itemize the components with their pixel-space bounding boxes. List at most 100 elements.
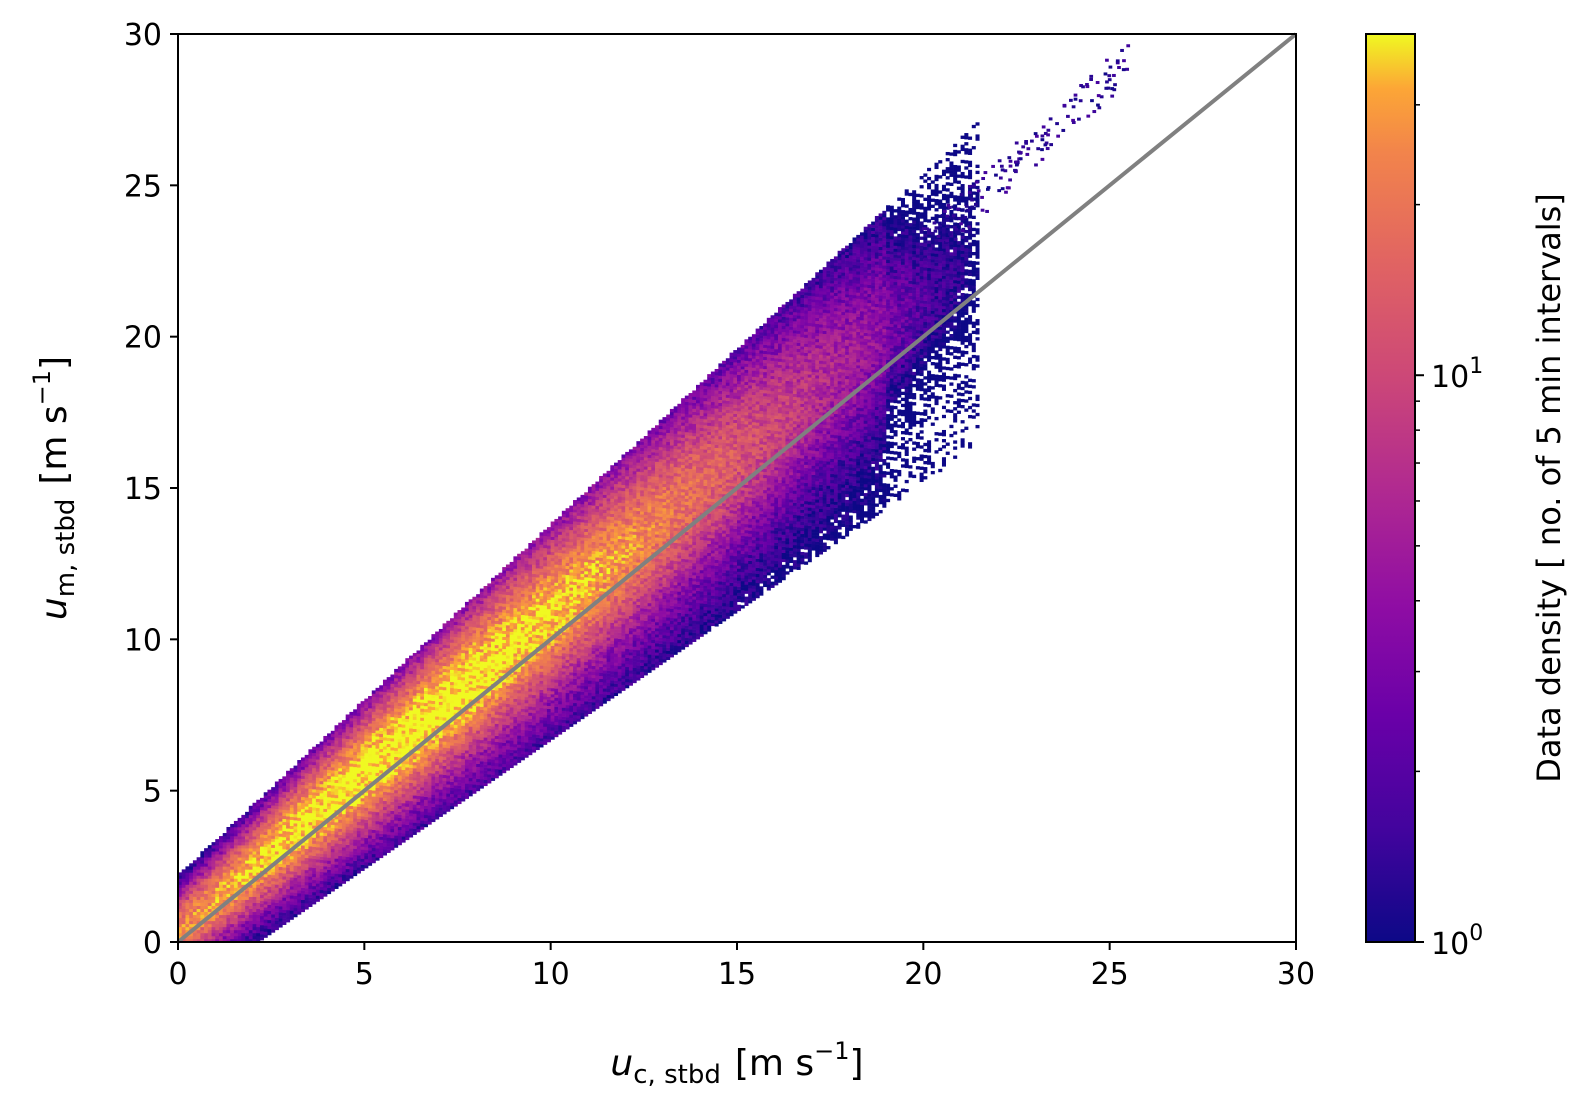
heatmap-cell: [200, 854, 205, 858]
heatmap-cell: [472, 775, 477, 779]
heatmap-cell: [271, 826, 276, 830]
heatmap-cell: [256, 857, 261, 861]
heatmap-cell: [207, 875, 212, 879]
heatmap-cell: [524, 560, 529, 565]
heatmap-cell: [364, 831, 369, 836]
heatmap-cell: [505, 658, 510, 662]
heatmap-cell: [323, 847, 328, 852]
heatmap-cell: [435, 634, 440, 638]
heatmap-cell: [416, 774, 421, 778]
heatmap-cell: [431, 758, 436, 762]
heatmap-cell: [450, 663, 455, 667]
heatmap-cell: [528, 712, 533, 716]
heatmap-cell: [315, 898, 320, 902]
heatmap-cell: [468, 668, 473, 673]
heatmap-cell: [472, 611, 477, 616]
heatmap-cell: [207, 845, 212, 849]
heatmap-cell: [438, 716, 443, 721]
heatmap-cell: [435, 761, 440, 766]
heatmap-cell: [334, 858, 339, 862]
heatmap-cell: [423, 805, 428, 810]
heatmap-cell: [483, 655, 488, 659]
heatmap-cell: [405, 745, 410, 750]
heatmap-cell: [505, 746, 510, 750]
heatmap-cell: [420, 775, 425, 779]
heatmap-cell: [263, 861, 268, 866]
heatmap-cell: [420, 747, 425, 752]
heatmap-cell: [364, 813, 369, 817]
heatmap-cell: [528, 706, 533, 710]
heatmap-cell: [401, 712, 406, 716]
heatmap-cell: [312, 858, 317, 863]
heatmap-cell: [464, 677, 469, 681]
heatmap-cell: [271, 793, 276, 797]
heatmap-cell: [289, 819, 294, 823]
heatmap-cell: [427, 724, 432, 728]
heatmap-cell: [334, 776, 339, 780]
heatmap-cell: [517, 753, 522, 757]
heatmap-cell: [226, 935, 231, 940]
heatmap-cell: [420, 723, 425, 727]
heatmap-cell: [409, 779, 414, 784]
heatmap-cell: [330, 842, 335, 847]
heatmap-cell: [479, 664, 484, 668]
heatmap-cell: [431, 809, 436, 813]
heatmap-cell: [509, 622, 514, 626]
heatmap-cell: [476, 778, 481, 783]
heatmap-cell: [271, 920, 276, 924]
heatmap-cell: [371, 856, 376, 861]
heatmap-cell: [468, 741, 473, 745]
heatmap-cell: [375, 851, 380, 855]
heatmap-cell: [345, 793, 350, 797]
heatmap-cell: [289, 877, 294, 881]
heatmap-cell: [256, 932, 261, 937]
heatmap-cell: [248, 926, 253, 931]
heatmap-cell: [464, 759, 469, 763]
heatmap-cell: [524, 669, 529, 674]
heatmap-cell: [431, 794, 436, 798]
heatmap-cell: [338, 870, 343, 875]
heatmap-cell: [371, 853, 376, 858]
heatmap-cell: [181, 872, 186, 876]
heatmap-cell: [274, 811, 279, 816]
heatmap-cell: [502, 597, 507, 601]
heatmap-cell: [472, 675, 477, 679]
heatmap-cell: [293, 811, 298, 815]
heatmap-cell: [438, 771, 443, 775]
heatmap-cell: [517, 750, 522, 754]
heatmap-cell: [345, 735, 350, 739]
heatmap-cell: [416, 753, 421, 757]
heatmap-cell: [230, 935, 235, 940]
heatmap-cell: [241, 908, 246, 913]
heatmap-cell: [528, 688, 533, 692]
heatmap-cell: [289, 865, 294, 869]
heatmap-cell: [412, 728, 417, 733]
heatmap-cell: [397, 832, 402, 837]
heatmap-cell: [379, 685, 384, 689]
heatmap-cell: [457, 694, 462, 699]
heatmap-cell: [461, 613, 466, 617]
heatmap-cell: [479, 739, 484, 744]
heatmap-cell: [491, 747, 496, 751]
heatmap-cell: [364, 801, 369, 805]
heatmap-cell: [468, 693, 473, 697]
heatmap-cell: [368, 862, 373, 866]
heatmap-cell: [464, 656, 469, 660]
heatmap-cell: [420, 759, 425, 764]
heatmap-cell: [323, 745, 328, 749]
heatmap-cell: [397, 678, 402, 682]
heatmap-cell: [308, 903, 313, 907]
heatmap-cell: [315, 892, 320, 896]
heatmap-cell: [312, 789, 317, 793]
heatmap-cell: [520, 690, 525, 694]
heatmap-cell: [181, 890, 186, 894]
heatmap-cell: [218, 875, 224, 879]
heatmap-cell: [390, 801, 395, 805]
heatmap-cell: [427, 742, 432, 746]
heatmap-cell: [442, 647, 447, 651]
heatmap-cell: [520, 620, 525, 625]
heatmap-cell: [494, 738, 499, 743]
heatmap-cell: [513, 747, 518, 751]
heatmap-cell: [386, 819, 391, 823]
heatmap-cell: [293, 780, 298, 785]
